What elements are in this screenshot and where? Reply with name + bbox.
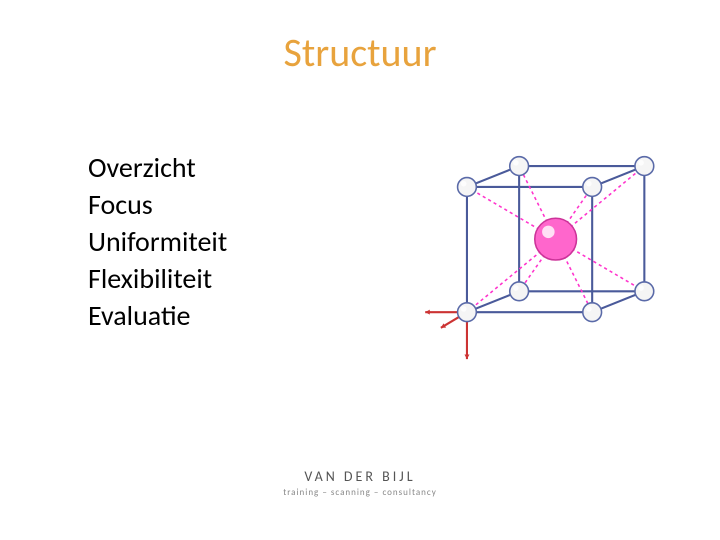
footer-sub-text: training – scanning – consultancy — [0, 487, 720, 498]
footer-logo: VAN DER BIJL training – scanning – consu… — [0, 468, 720, 498]
list-item: Flexibiliteit — [88, 261, 227, 298]
cube-diagram — [420, 150, 660, 370]
list-item: Focus — [88, 187, 227, 224]
list-item: Uniformiteit — [88, 224, 227, 261]
footer-main-text: VAN DER BIJL — [0, 468, 720, 485]
list-item: Overzicht — [88, 150, 227, 187]
slide-title: Structuur — [0, 28, 720, 77]
bullet-list: Overzicht Focus Uniformiteit Flexibilite… — [88, 150, 227, 335]
list-item: Evaluatie — [88, 298, 227, 335]
